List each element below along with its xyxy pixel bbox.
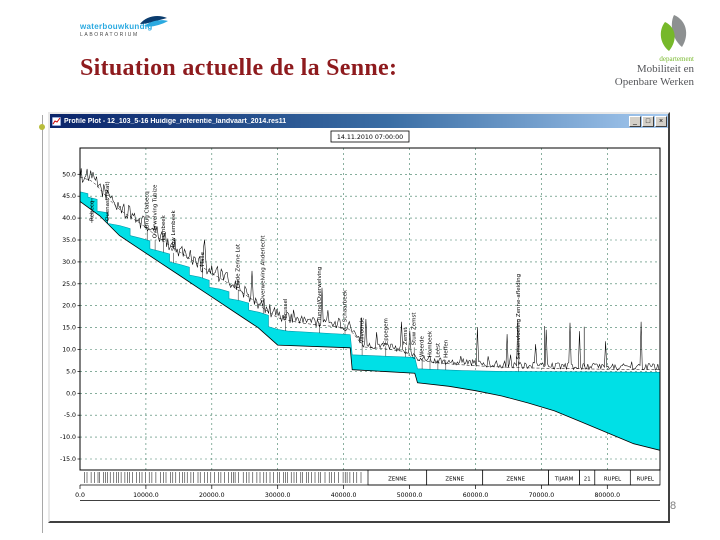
svg-text:RUPEL: RUPEL [637, 477, 654, 483]
svg-text:Oude Zenne Lot: Oude Zenne Lot [236, 243, 242, 288]
svg-text:Brussel: Brussel [283, 298, 289, 319]
laboratorium-text: LABORATORIUM [80, 32, 139, 38]
svg-text:Leest: Leest [435, 342, 441, 358]
svg-text:Hombeek: Hombeek [428, 330, 434, 357]
close-button[interactable]: × [655, 115, 667, 127]
svg-text:30.0: 30.0 [62, 259, 76, 266]
svg-text:70000.0: 70000.0 [529, 492, 555, 499]
svg-text:Weerde: Weerde [420, 335, 426, 357]
mow-departement-text: departement [659, 55, 694, 63]
svg-text:Overwelving Tubize: Overwelving Tubize [153, 184, 159, 238]
svg-text:80000.0: 80000.0 [595, 492, 621, 499]
svg-text:10.0: 10.0 [62, 347, 76, 354]
svg-text:-15.0: -15.0 [60, 456, 76, 463]
svg-text:Samenvloeiing Zenne-afleiding: Samenvloeiing Zenne-afleiding [516, 274, 522, 360]
mow-line2-text: Openbare Werken [614, 75, 694, 88]
mow-logo: departement Mobiliteit en Openbare Werke… [615, 13, 694, 88]
svg-text:Eppegem: Eppegem [383, 318, 389, 344]
svg-text:TIJARM: TIJARM [554, 477, 574, 483]
svg-text:20000.0: 20000.0 [199, 492, 225, 499]
svg-text:RUPEL: RUPEL [604, 477, 621, 483]
maximize-button[interactable]: □ [642, 115, 654, 127]
svg-text:Lembeek: Lembeek [161, 214, 167, 240]
svg-text:5.0: 5.0 [66, 368, 76, 375]
svg-text:ZENNE: ZENNE [445, 477, 464, 483]
mow-petals-icon [660, 15, 687, 51]
svg-text:Zemst: Zemst [403, 327, 409, 345]
svg-text:0.0: 0.0 [75, 492, 85, 499]
waterbouwkundig-swoosh-icon [138, 12, 170, 30]
svg-text:15.0: 15.0 [62, 325, 76, 332]
svg-text:Vilvoorde: Vilvoorde [360, 317, 366, 343]
svg-text:-10.0: -10.0 [60, 434, 76, 441]
svg-text:Halle: Halle [200, 252, 206, 267]
svg-text:50000.0: 50000.0 [397, 492, 423, 499]
svg-text:35.0: 35.0 [62, 237, 76, 244]
svg-text:Stuw Lembeek: Stuw Lembeek [171, 210, 177, 251]
window-app-icon [52, 116, 61, 126]
svg-text:40000.0: 40000.0 [331, 492, 357, 499]
svg-text:50.0: 50.0 [62, 171, 76, 178]
svg-text:45.0: 45.0 [62, 193, 76, 200]
svg-text:ZENNE: ZENNE [506, 477, 525, 483]
senne-longitudinal-profile-chart: Rebecq Quenast (stat) Brug Clabecq Overwelv… [60, 130, 661, 501]
svg-text:-5.0: -5.0 [64, 412, 76, 419]
svg-text:40.0: 40.0 [62, 215, 76, 222]
page-title: Situation actuelle de la Senne: [80, 55, 398, 81]
svg-text:Tunnel/Overwelving: Tunnel/Overwelving [317, 267, 323, 322]
bullet-marker [39, 124, 45, 130]
svg-text:25.0: 25.0 [62, 281, 76, 288]
svg-text:60000.0: 60000.0 [463, 492, 489, 499]
minimize-button[interactable]: _ [629, 115, 641, 127]
svg-text:21: 21 [584, 477, 591, 483]
mow-line1-text: Mobiliteit en [636, 63, 694, 75]
svg-text:Quenast (stat): Quenast (stat) [105, 181, 111, 221]
window-title: Profile Plot - 12_103_5-16 Huidige_refer… [64, 117, 287, 125]
svg-text:10000.0: 10000.0 [133, 492, 159, 499]
svg-text:0.0: 0.0 [66, 390, 76, 397]
svg-text:14.11.2010 07:00:00: 14.11.2010 07:00:00 [337, 134, 403, 141]
waterbouwkundig-text: waterbouwkundig [80, 22, 153, 31]
svg-text:30000.0: 30000.0 [265, 492, 291, 499]
svg-text:Stuw Zemst: Stuw Zemst [412, 312, 418, 346]
svg-text:Brug Clabecq: Brug Clabecq [145, 191, 151, 228]
svg-text:Heffen: Heffen [443, 339, 449, 358]
left-accent-line [42, 115, 43, 533]
svg-text:20.0: 20.0 [62, 303, 76, 310]
svg-text:Rebecq: Rebecq [89, 201, 95, 221]
svg-text:Overwelving Anderlecht: Overwelving Anderlecht [261, 235, 267, 302]
svg-text:ZENNE: ZENNE [388, 477, 407, 483]
window-content: Rebecq Quenast (stat) Brug Clabecq Overwelv… [50, 128, 668, 521]
profile-plot-window: Profile Plot - 12_103_5-16 Huidige_refer… [48, 112, 670, 523]
waterbouwkundig-logo: waterbouwkundig LABORATORIUM [80, 16, 190, 38]
window-title-bar[interactable]: Profile Plot - 12_103_5-16 Huidige_refer… [50, 114, 668, 128]
svg-text:Schaarbeek: Schaarbeek [343, 289, 349, 322]
page-number: 8 [670, 500, 677, 512]
